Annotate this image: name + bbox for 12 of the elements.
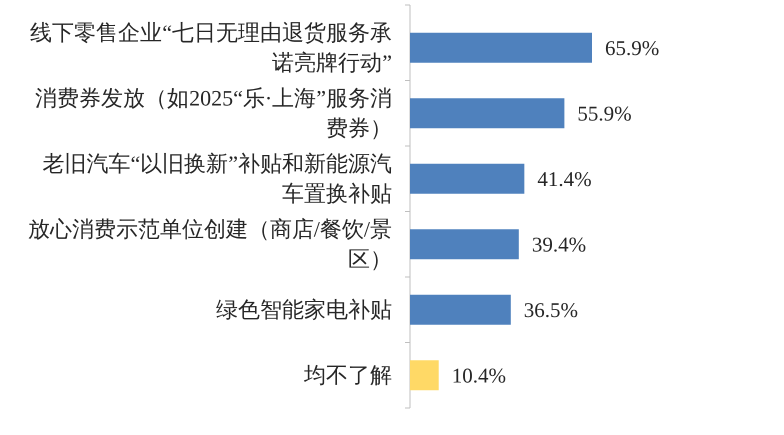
data-label: 55.9% — [577, 101, 632, 126]
y-tick-label: 老旧汽车“以旧换新”补贴和新能源汽车置换补贴 — [42, 150, 392, 206]
data-label: 41.4% — [537, 166, 592, 191]
y-tick-label: 均不了解 — [303, 362, 392, 388]
y-tick-label: 线下零售企业“七日无理由退货服务承诺亮牌行动” — [30, 20, 392, 75]
y-tick-label: 放心消费示范单位创建（商店/餐饮/景区） — [28, 216, 392, 272]
y-tick-label: 绿色智能家电补贴 — [216, 296, 392, 322]
data-label: 10.4% — [452, 363, 506, 388]
y-tick-label: 消费券发放（如2025“乐·上海”服务消费券） — [35, 85, 392, 140]
data-label: 36.5% — [524, 298, 578, 322]
data-label: 65.9% — [605, 36, 660, 60]
data-label: 39.4% — [532, 232, 586, 256]
